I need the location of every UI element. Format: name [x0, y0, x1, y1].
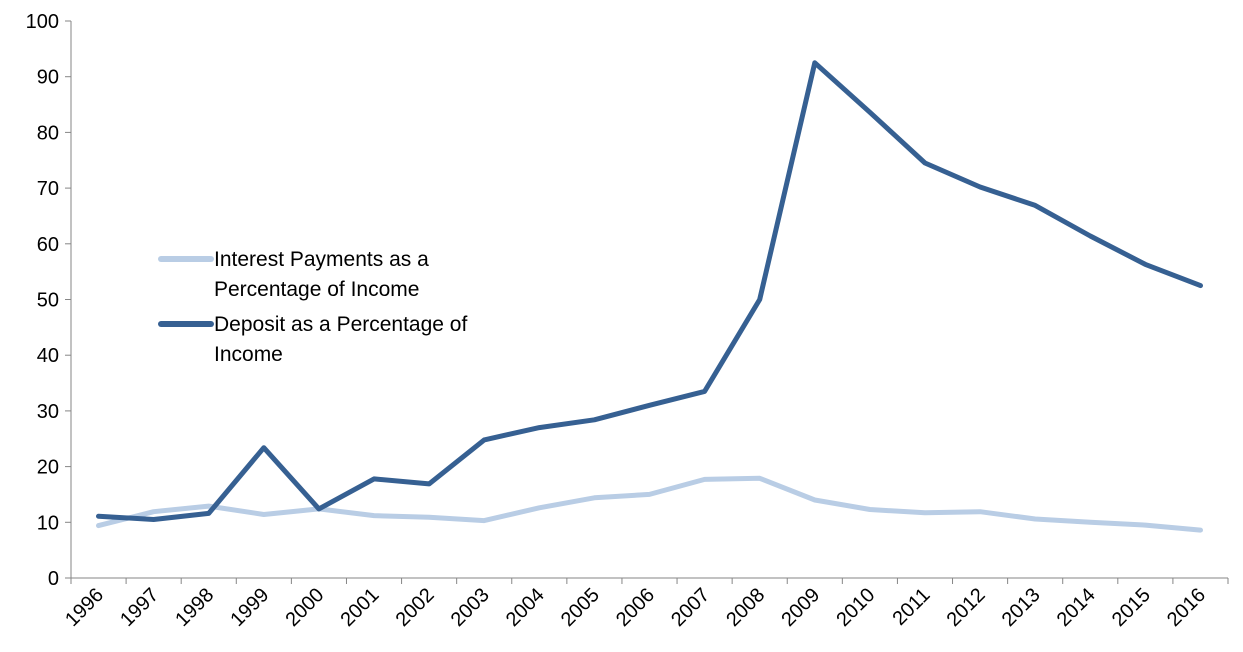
y-tick-label: 50 [37, 290, 59, 312]
series-lines [96, 60, 1203, 533]
x-tick-label: 1996 [61, 584, 108, 631]
x-tick-label: 2016 [1163, 584, 1210, 631]
legend-swatch-interest-payments [158, 256, 214, 262]
x-tick-label: 1998 [171, 584, 218, 631]
x-tick-label: 2010 [832, 584, 879, 631]
x-tick-label: 2008 [722, 584, 769, 631]
y-tick-label: 80 [37, 122, 59, 144]
y-tick-label: 10 [37, 512, 59, 534]
x-axis-ticks: 1996 1997 1998 1999 2000 2001 2002 2003 2004 2005… [61, 578, 1229, 631]
legend-item-interest-payments: Interest Payments as a Percentage of Inc… [158, 245, 518, 306]
deposit-line [96, 60, 1203, 522]
x-tick-label: 2011 [889, 584, 935, 630]
y-tick-label: 90 [37, 67, 59, 89]
y-tick-label: 0 [48, 568, 59, 590]
x-tick-label: 2015 [1108, 584, 1155, 631]
x-tick-label: 2012 [943, 584, 990, 631]
interest-payments-line [96, 475, 1203, 533]
legend-label-interest-payments: Interest Payments as a Percentage of Inc… [214, 248, 429, 302]
x-tick-label: 2001 [337, 584, 384, 631]
legend-item-deposit: Deposit as a Percentage of Income [158, 310, 518, 371]
legend-label-deposit: Deposit as a Percentage of Income [214, 312, 468, 367]
y-tick-label: 70 [37, 178, 59, 200]
y-axis-ticks: 0 10 20 30 40 50 60 70 80 90 100 [26, 11, 71, 590]
x-tick-label: 2009 [777, 584, 824, 631]
x-tick-label: 2005 [557, 584, 604, 631]
x-tick-label: 2003 [447, 584, 494, 631]
x-tick-label: 2014 [1053, 584, 1100, 631]
y-tick-label: 100 [26, 11, 59, 33]
x-tick-label: 2000 [281, 584, 328, 631]
y-tick-label: 40 [37, 345, 59, 367]
x-tick-label: 1997 [116, 584, 163, 631]
y-tick-label: 20 [37, 457, 59, 479]
x-tick-label: 2006 [612, 584, 659, 631]
legend-swatch-deposit [158, 320, 214, 327]
x-tick-label: 1999 [226, 584, 273, 631]
x-tick-label: 2013 [998, 584, 1045, 631]
y-tick-label: 30 [37, 401, 59, 423]
x-tick-label: 2007 [667, 584, 714, 631]
y-tick-label: 60 [37, 234, 59, 256]
chart-legend: Interest Payments as a Percentage of Inc… [158, 245, 518, 375]
x-tick-label: 2002 [392, 584, 439, 631]
x-tick-label: 2004 [502, 584, 549, 631]
